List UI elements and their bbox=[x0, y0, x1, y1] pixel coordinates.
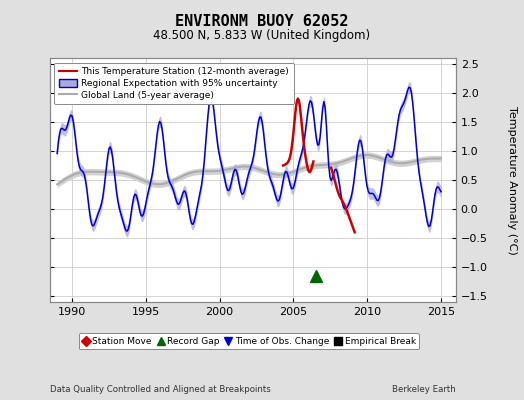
Text: Data Quality Controlled and Aligned at Breakpoints: Data Quality Controlled and Aligned at B… bbox=[50, 385, 270, 394]
Text: ENVIRONM BUOY 62052: ENVIRONM BUOY 62052 bbox=[176, 14, 348, 29]
Text: 48.500 N, 5.833 W (United Kingdom): 48.500 N, 5.833 W (United Kingdom) bbox=[154, 29, 370, 42]
Legend: Station Move, Record Gap, Time of Obs. Change, Empirical Break: Station Move, Record Gap, Time of Obs. C… bbox=[79, 333, 419, 350]
Legend: This Temperature Station (12-month average), Regional Expectation with 95% uncer: This Temperature Station (12-month avera… bbox=[54, 62, 293, 104]
Y-axis label: Temperature Anomaly (°C): Temperature Anomaly (°C) bbox=[507, 106, 517, 254]
Text: Berkeley Earth: Berkeley Earth bbox=[392, 385, 456, 394]
